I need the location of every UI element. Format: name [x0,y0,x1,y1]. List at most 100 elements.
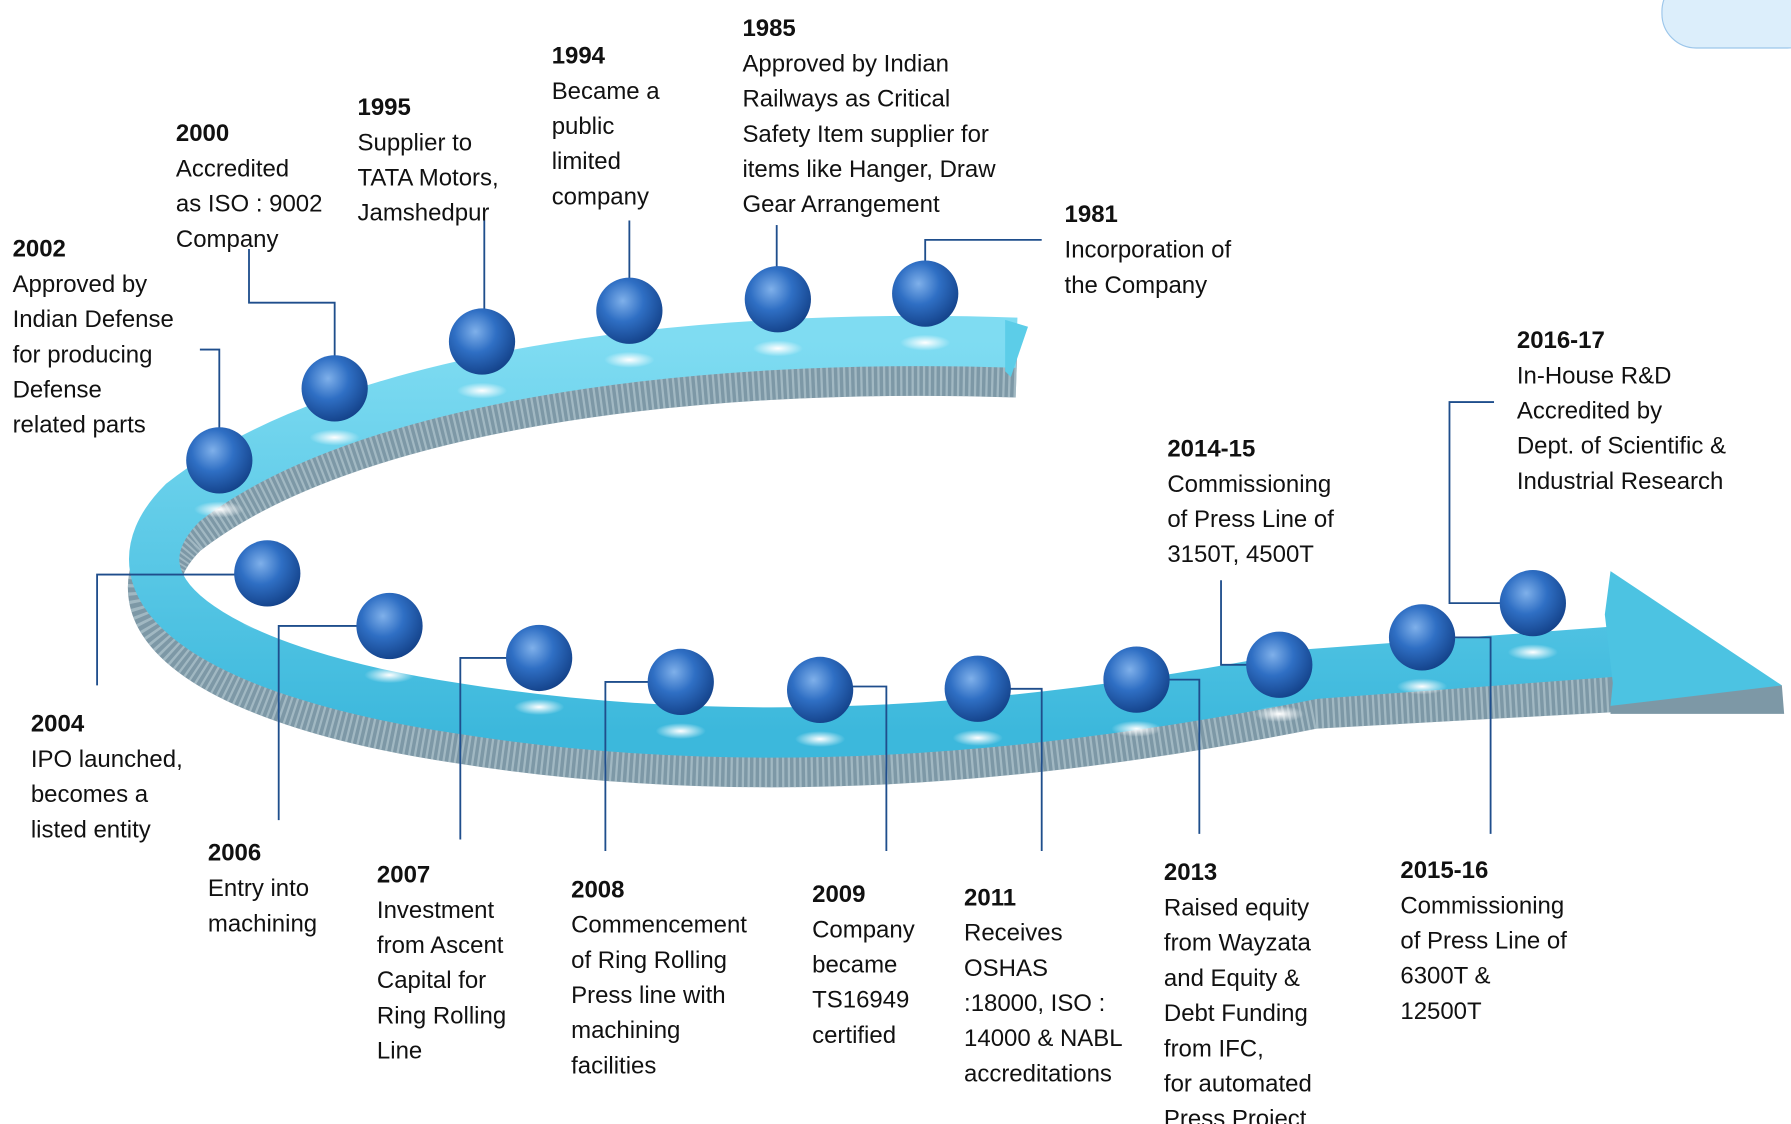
arrow-head [1605,571,1782,706]
milestone-ball [302,355,368,421]
ball-glow [1508,644,1558,660]
description-line: Supplier to [358,129,473,156]
description-line: 3150T, 4500T [1167,541,1314,568]
description-line: limited [552,148,621,175]
description-line: company [552,183,649,210]
year: 1994 [552,42,606,69]
ball-glow [795,731,845,747]
milestone-ball [892,260,958,326]
year: 2011 [964,884,1016,911]
description-line: public [552,113,615,140]
description-line: Raised equity [1164,895,1309,922]
description-line: Commissioning [1400,892,1564,919]
description-line: machining [208,910,317,937]
description-line: machining [571,1017,680,1044]
description-line: accreditations [964,1060,1112,1087]
milestone-ball [234,540,300,606]
connector [249,249,335,356]
description-line: Accredited [176,156,289,183]
description-line: :18000, ISO : [964,990,1105,1017]
ball-glow [310,430,360,446]
milestone-ball [506,625,572,691]
year: 2004 [31,711,85,738]
milestone-ball [1103,647,1169,713]
description-line: listed entity [31,816,151,843]
description-line: items like Hanger, Draw [742,156,996,183]
year: 2006 [208,840,261,867]
description-line: 14000 & NABL [964,1025,1123,1052]
description-line: becomes a [31,781,149,808]
description-line: Jamshedpur [358,200,490,227]
ball-glow [514,699,564,715]
description-line: Press Project [1164,1106,1307,1124]
ball-glow [900,335,950,351]
description-line: OSHAS [964,955,1048,982]
ball-glow [242,615,292,631]
description-line: and Equity & [1164,965,1300,992]
description-line: Approved by [13,271,148,298]
description-line: Accredited by [1517,397,1662,424]
description-line: Commencement [571,912,747,939]
milestone-ball [648,649,714,715]
connector [1221,580,1247,665]
ball-glow [457,383,507,399]
description-line: Receives [964,920,1063,947]
description-line: the Company [1065,272,1208,299]
ball-glow [364,667,414,683]
year: 2009 [812,881,865,908]
ball-glow [1111,721,1161,737]
year: 1985 [742,15,795,42]
ball-glow [604,352,654,368]
description-line: Debt Funding [1164,1000,1308,1027]
connector [1449,402,1500,603]
description-line: Entry into [208,875,309,902]
connector [925,240,1042,263]
description-line: Line [377,1038,422,1065]
milestone-ball [186,427,252,493]
description-line: Capital for [377,967,486,994]
description-line: Incorporation of [1065,237,1232,264]
year: 2008 [571,876,624,903]
year: 1981 [1065,201,1118,228]
description-line: Became a [552,78,661,105]
description-line: Approved by Indian [742,50,949,77]
milestone-ball [745,266,811,332]
ball-glow [1254,706,1304,722]
description-line: from Wayzata [1164,930,1312,957]
corner-icon [1662,0,1791,48]
ball-glow [656,723,706,739]
year: 2014-15 [1167,435,1255,462]
year: 2013 [1164,859,1217,886]
description-line: of Ring Rolling [571,947,727,974]
description-line: Railways as Critical [742,86,950,113]
connector [200,350,219,429]
description-line: from Ascent [377,932,504,959]
year: 2007 [377,861,430,888]
description-line: IPO launched, [31,746,183,773]
timeline-diagram: 1981 Incorporation of the Company 1985 Appro… [0,0,1791,1124]
year: 2015-16 [1400,857,1488,884]
year: 2002 [13,236,66,263]
description-line: became [812,951,897,978]
description-line: Dept. of Scientific & [1517,433,1726,460]
description-line: for automated [1164,1070,1312,1097]
description-line: certified [812,1022,896,1049]
description-line: for producing [13,341,153,368]
description-line: Industrial Research [1517,468,1724,495]
milestone-ball [1246,632,1312,698]
description-line: Investment [377,897,495,924]
milestone-ball [1389,604,1455,670]
ball-glow [953,730,1003,746]
year: 1995 [358,94,411,121]
ball-glow [194,501,244,517]
description-line: Indian Defense [13,306,174,333]
description-line: from IFC, [1164,1035,1264,1062]
ball-glow [753,340,803,356]
description-line: Commissioning [1167,471,1331,498]
description-line: related parts [13,412,146,439]
description-line: 12500T [1400,998,1482,1025]
description-line: Company [176,226,279,253]
milestone-ball [945,656,1011,722]
milestone-ball [1500,570,1566,636]
description-line: facilities [571,1052,656,1079]
